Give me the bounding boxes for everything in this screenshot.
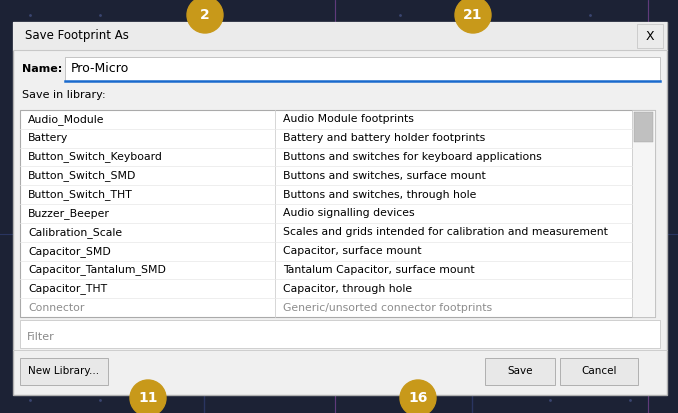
Text: Audio signalling devices: Audio signalling devices [283, 209, 415, 218]
Bar [485, 358, 555, 385]
Text: Buttons and switches, surface mount: Buttons and switches, surface mount [283, 171, 485, 181]
Text: Capacitor_SMD: Capacitor_SMD [28, 246, 111, 256]
Text: Battery: Battery [28, 133, 68, 143]
Circle shape [455, 0, 491, 33]
Text: Capacitor_THT: Capacitor_THT [28, 283, 107, 294]
Bar [13, 22, 667, 50]
Text: Button_Switch_Keyboard: Button_Switch_Keyboard [28, 152, 163, 162]
Text: New Library...: New Library... [28, 366, 100, 377]
Text: Calibration_Scale: Calibration_Scale [28, 227, 122, 238]
Text: Pro-Micro: Pro-Micro [71, 62, 129, 76]
Text: Capacitor_Tantalum_SMD: Capacitor_Tantalum_SMD [28, 264, 166, 275]
Text: Tantalum Capacitor, surface mount: Tantalum Capacitor, surface mount [283, 265, 475, 275]
Bar [632, 110, 655, 317]
Text: Buttons and switches, through hole: Buttons and switches, through hole [283, 190, 477, 199]
Bar [634, 112, 653, 142]
Text: 16: 16 [408, 391, 428, 405]
Bar [20, 320, 660, 348]
Text: 21: 21 [463, 8, 483, 22]
Bar [20, 110, 655, 317]
Text: Generic/unsorted connector footprints: Generic/unsorted connector footprints [283, 303, 492, 313]
Text: Audio_Module: Audio_Module [28, 114, 104, 125]
Bar [65, 57, 660, 81]
Text: Filter: Filter [27, 332, 55, 342]
Text: Save Footprint As: Save Footprint As [25, 29, 129, 43]
Text: Scales and grids intended for calibration and measurement: Scales and grids intended for calibratio… [283, 227, 608, 237]
Circle shape [130, 380, 166, 413]
Text: Buzzer_Beeper: Buzzer_Beeper [28, 208, 110, 219]
Text: Save: Save [507, 366, 533, 377]
Text: Battery and battery holder footprints: Battery and battery holder footprints [283, 133, 485, 143]
Text: 11: 11 [138, 391, 158, 405]
Text: X: X [645, 29, 654, 43]
Text: Save in library:: Save in library: [22, 90, 106, 100]
Text: Capacitor, through hole: Capacitor, through hole [283, 284, 412, 294]
Text: Connector: Connector [28, 303, 84, 313]
Circle shape [400, 380, 436, 413]
Bar [560, 358, 638, 385]
Text: Name:: Name: [22, 64, 62, 74]
Bar [20, 358, 108, 385]
Text: Buttons and switches for keyboard applications: Buttons and switches for keyboard applic… [283, 152, 542, 162]
Text: Cancel: Cancel [581, 366, 617, 377]
Bar [637, 24, 663, 48]
Text: Button_Switch_THT: Button_Switch_THT [28, 189, 133, 200]
Text: Capacitor, surface mount: Capacitor, surface mount [283, 246, 422, 256]
Text: 2: 2 [200, 8, 210, 22]
Text: Button_Switch_SMD: Button_Switch_SMD [28, 171, 136, 181]
Text: Audio Module footprints: Audio Module footprints [283, 114, 414, 124]
Circle shape [187, 0, 223, 33]
